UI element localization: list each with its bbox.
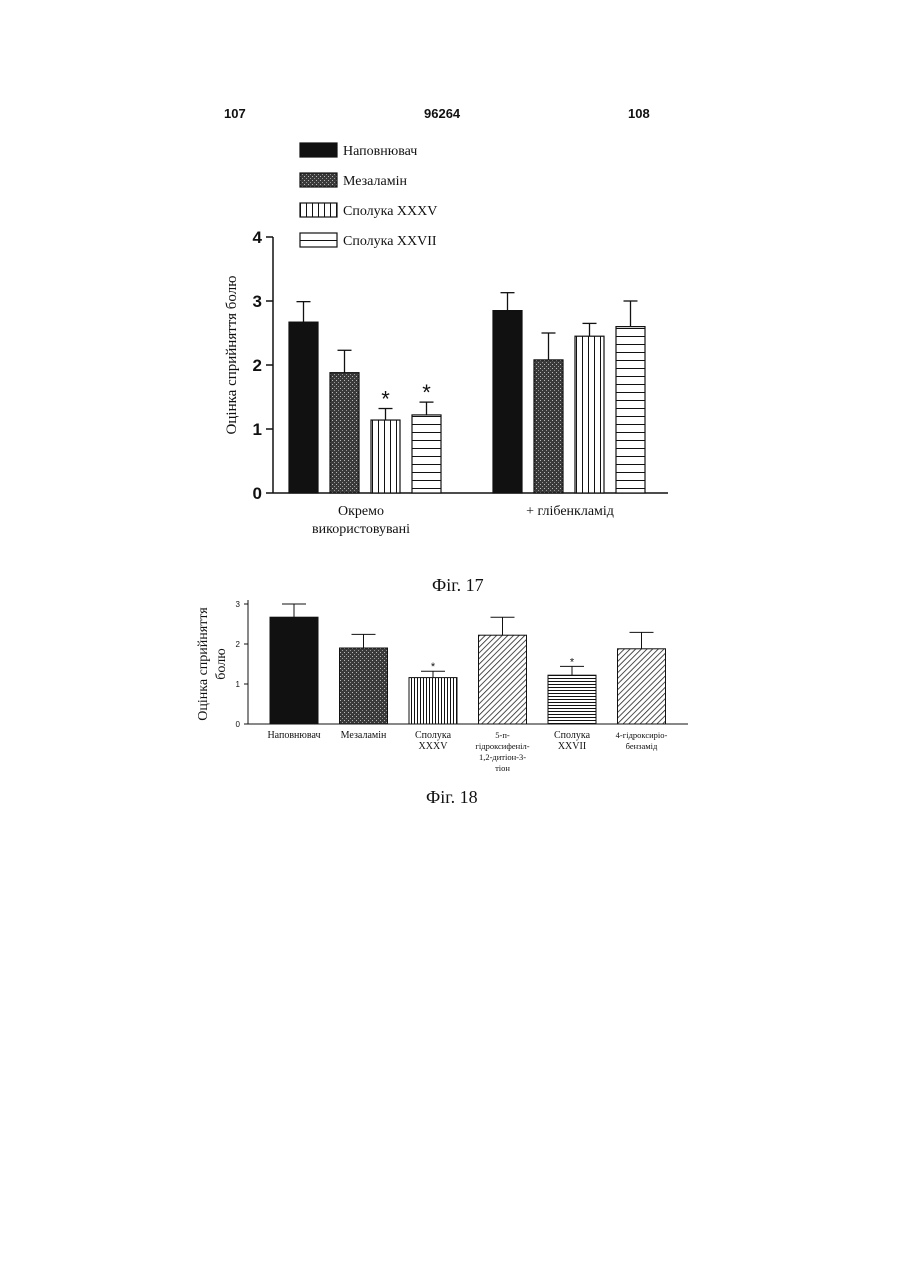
figure-18-caption: Фіг. 18: [426, 787, 478, 808]
y-tick-label: 3: [253, 292, 262, 311]
y-tick-label: 1: [236, 680, 241, 689]
bar: [289, 322, 318, 493]
figure-17-chart: 0 1 2 3 4 Оцінка сприйняття болю * * Окремо викор…: [224, 143, 668, 537]
category-label: 1,2-дитіон-3-: [479, 752, 526, 762]
category-label: бензамід: [626, 741, 658, 751]
bar: [575, 336, 604, 493]
category-label: тіон: [495, 763, 510, 773]
significance-asterisk: *: [381, 387, 390, 412]
bar: [270, 617, 318, 724]
y-tick-label: 3: [236, 600, 241, 609]
category-label: гідроксифеніл-: [475, 741, 529, 751]
y-tick-label: 1: [253, 420, 262, 439]
legend-label: Сполука XXXV: [343, 204, 437, 219]
category-label: Сполука: [415, 730, 452, 741]
bar: [409, 678, 457, 724]
figure-18-chart: 0 1 2 3 Оцінка сприйняттяболю Наповнювач Мезал…: [196, 600, 688, 773]
y-tick-label: 0: [253, 484, 262, 503]
significance-asterisk: *: [570, 656, 575, 668]
y-tick-label: 0: [236, 720, 241, 729]
bar: [371, 420, 400, 493]
bar: [548, 675, 596, 724]
figure-17-caption: Фіг. 17: [432, 575, 484, 596]
bar: [340, 648, 388, 724]
category-label: 5-п-: [495, 730, 510, 740]
group-label: використовувані: [312, 522, 410, 537]
bar: [412, 415, 441, 493]
y-tick-label: 2: [236, 640, 241, 649]
legend-label: Мезаламін: [343, 174, 407, 189]
bar: [330, 373, 359, 493]
legend-swatch: [300, 233, 337, 247]
category-label: Сполука: [554, 730, 591, 741]
bar: [493, 311, 522, 493]
legend-swatch: [300, 143, 337, 157]
group-label: + глібенкламід: [526, 504, 614, 519]
bar: [616, 327, 645, 493]
y-axis-label: болю: [214, 648, 229, 679]
category-label: XXVII: [558, 741, 586, 752]
bar: [534, 360, 563, 493]
bar: [618, 649, 666, 724]
legend-label: Наповнювач: [343, 144, 417, 159]
legend-swatch: [300, 173, 337, 187]
category-label: XXXV: [419, 741, 449, 752]
y-axis-label: Оцінка сприйняття болю: [224, 276, 240, 435]
category-label: Мезаламін: [341, 730, 387, 741]
legend-swatch: [300, 203, 337, 217]
y-tick-label: 2: [253, 356, 262, 375]
category-label: Наповнювач: [267, 730, 320, 741]
y-tick-label: 4: [253, 228, 263, 247]
legend-label: Сполука XXVII: [343, 234, 437, 249]
significance-asterisk: *: [422, 380, 431, 405]
bar: [479, 635, 527, 724]
y-axis-label: Оцінка сприйняття: [196, 607, 211, 721]
group-label: Окремо: [338, 504, 384, 519]
category-label: 4-гідроксиріо-: [616, 730, 668, 740]
significance-asterisk: *: [431, 661, 436, 673]
